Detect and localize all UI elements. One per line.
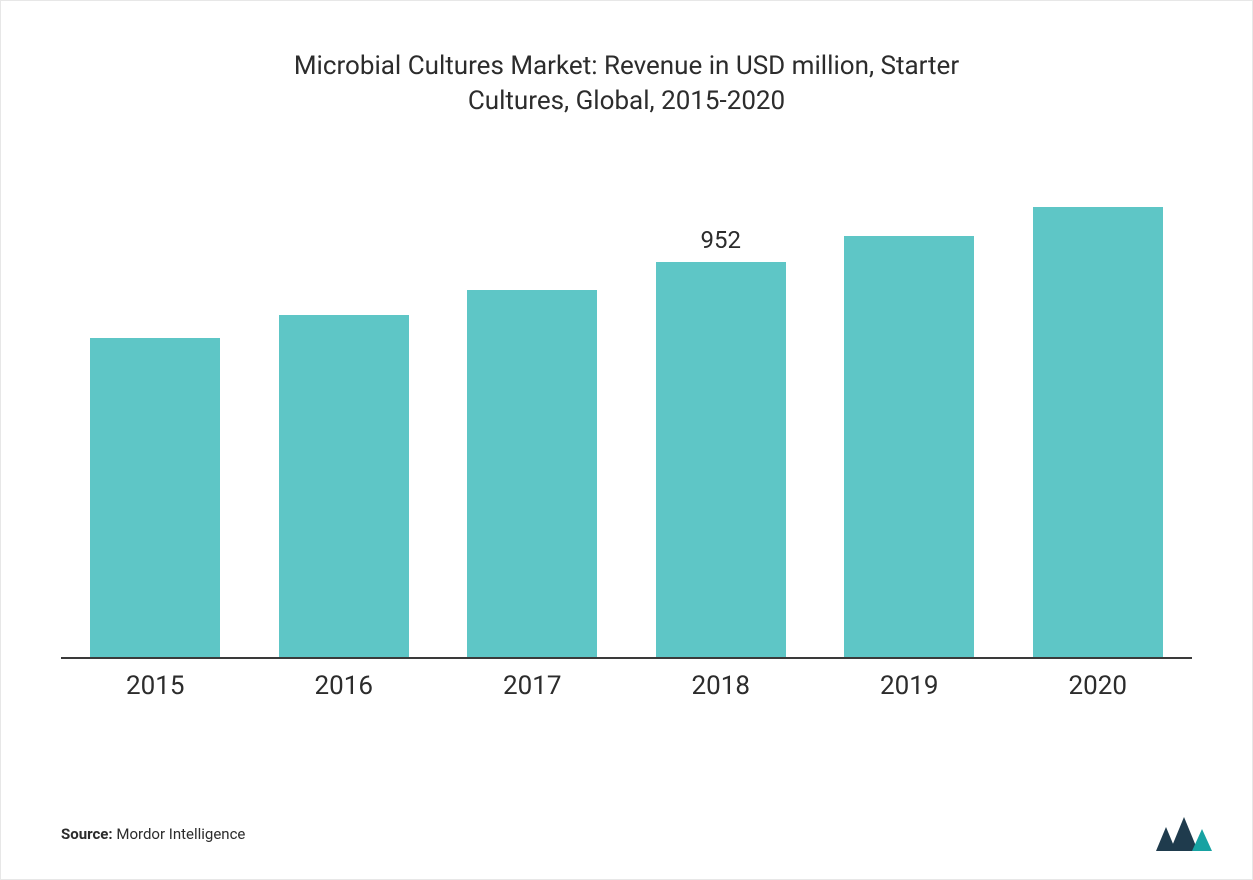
x-tick-label: 2019 [815, 671, 1004, 701]
bar [1033, 207, 1163, 657]
chart-title: Microbial Cultures Market: Revenue in US… [177, 49, 1077, 119]
mordor-logo-icon [1156, 817, 1212, 851]
bar-slot [250, 159, 439, 657]
bar [467, 290, 597, 657]
bar-slot [438, 159, 627, 657]
source-text: Mordor Intelligence [116, 825, 245, 843]
x-tick-label: 2015 [61, 671, 250, 701]
bar [90, 338, 220, 658]
mordor-logo-svg [1156, 817, 1212, 851]
bar [279, 315, 409, 657]
chart-frame: Microbial Cultures Market: Revenue in US… [0, 0, 1253, 880]
bar-value-label: 952 [701, 226, 741, 254]
bar-slot: 952 [627, 159, 816, 657]
bar: 952 [656, 262, 786, 657]
chart-title-line1: Microbial Cultures Market: Revenue in US… [294, 51, 959, 81]
bar-slot [1004, 159, 1193, 657]
plot-region: 952 [61, 159, 1192, 659]
chart-title-line2: Cultures, Global, 2015-2020 [468, 86, 785, 116]
x-axis: 201520162017201820192020 [61, 659, 1192, 719]
source-footer: Source: Mordor Intelligence [61, 825, 245, 843]
source-label: Source: [61, 825, 113, 843]
x-tick-label: 2016 [250, 671, 439, 701]
bars-container: 952 [61, 159, 1192, 657]
x-tick-label: 2017 [438, 671, 627, 701]
x-tick-label: 2020 [1004, 671, 1193, 701]
x-tick-label: 2018 [627, 671, 816, 701]
bar [844, 236, 974, 657]
bar-slot [815, 159, 1004, 657]
chart-area: 952 201520162017201820192020 [61, 159, 1192, 719]
bar-slot [61, 159, 250, 657]
